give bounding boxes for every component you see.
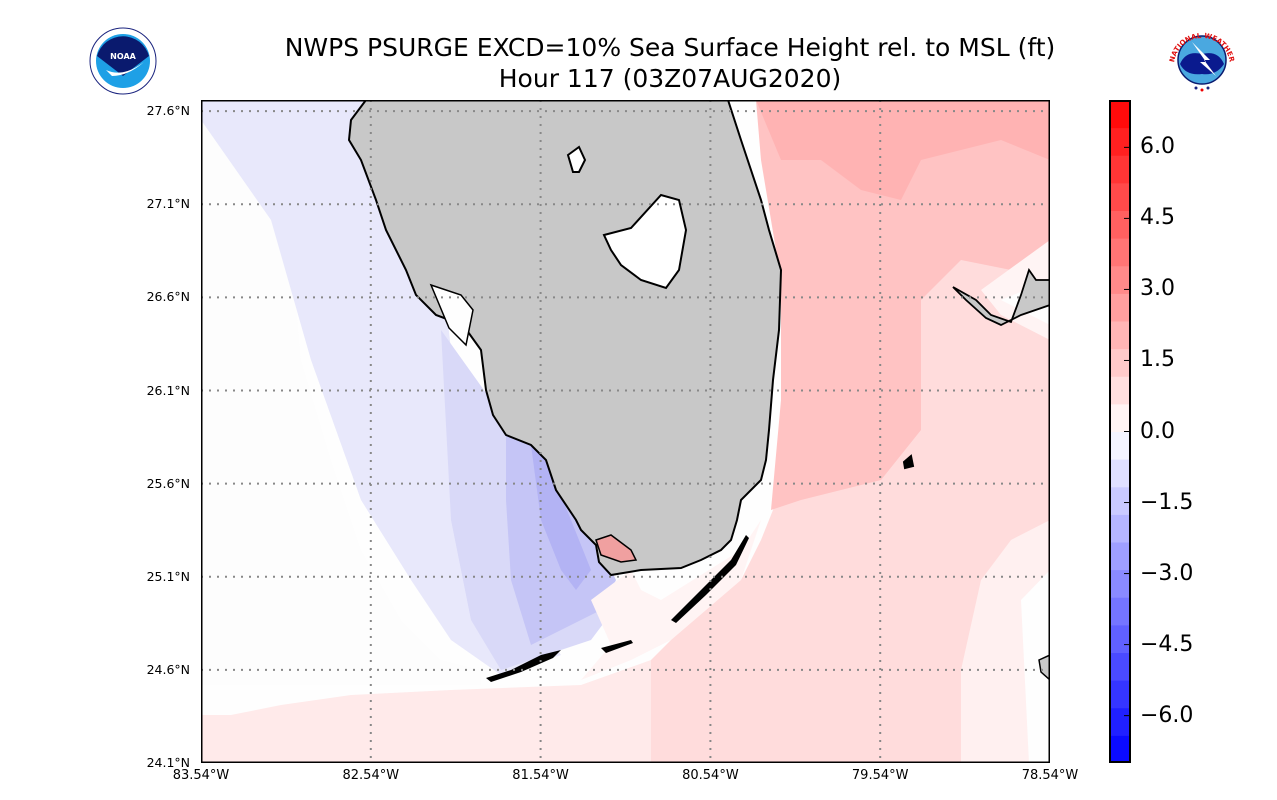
- map-title: NWPS PSURGE EXCD=10% Sea Surface Height …: [284, 33, 1056, 62]
- lat-label: 27.1°N: [146, 196, 190, 212]
- lat-label: 25.6°N: [146, 475, 190, 491]
- colorbar-bin: [1109, 376, 1131, 405]
- surge-zone-minus-2: [531, 445, 591, 590]
- colorbar: [1109, 100, 1131, 763]
- colorbar-bin: [1109, 238, 1131, 267]
- upper-keys: [671, 535, 749, 623]
- colorbar-tick-label: 4.5: [1140, 205, 1175, 231]
- surge-zone-plus-2: [756, 100, 1050, 200]
- lat-label: 26.6°N: [146, 289, 190, 305]
- colorbar-tick-label: −1.5: [1140, 489, 1194, 515]
- surge-map: [201, 100, 1050, 763]
- lat-label: 24.6°N: [146, 661, 190, 677]
- grand-bahama: [952, 267, 1050, 326]
- colorbar-tick-label: −3.0: [1140, 560, 1194, 586]
- noaa-logo: NOAA: [89, 27, 157, 95]
- lon-label: 79.54°W: [851, 768, 909, 783]
- surge-zone-keys: [581, 520, 761, 680]
- colorbar-bin: [1109, 597, 1131, 626]
- colorbar-tick-label: 6.0: [1140, 134, 1175, 160]
- lon-label: 80.54°W: [682, 768, 739, 783]
- colorbar-bin: [1109, 514, 1131, 543]
- colorbar-bin: [1109, 403, 1131, 432]
- surge-zone-zero-west: [201, 100, 481, 685]
- colorbar-tick-label: −6.0: [1140, 702, 1194, 728]
- colorbar-bin: [1109, 735, 1131, 763]
- lon-label: 82.54°W: [342, 768, 400, 783]
- colorbar-frame: [1109, 100, 1131, 763]
- noaa-logo-text: NOAA: [110, 52, 136, 61]
- lon-label: 83.54°W: [172, 768, 230, 783]
- colorbar-tick-label: 1.5: [1140, 347, 1175, 373]
- surge-zone-plus-0-5-south: [201, 660, 651, 763]
- map-frame: [201, 100, 1050, 763]
- surge-zone-east-zero: [1021, 570, 1050, 763]
- colorbar-bin: [1109, 182, 1131, 211]
- colorbar-bin: [1109, 680, 1131, 709]
- lon-label: 78.54°W: [1021, 768, 1079, 783]
- florida-bay-pocket: [595, 534, 638, 563]
- colorbar-bin: [1109, 624, 1131, 653]
- lat-label: 27.6°N: [146, 103, 190, 119]
- lake-okeechobee: [602, 193, 688, 290]
- lat-label: 24.1°N: [146, 755, 190, 770]
- charlotte-harbor: [429, 283, 474, 347]
- graticule: [201, 100, 1050, 763]
- lat-label: 25.1°N: [146, 568, 190, 584]
- andros-edge: [1038, 654, 1050, 682]
- colorbar-bin: [1109, 459, 1131, 488]
- colorbar-bin: [1109, 486, 1131, 515]
- colorbar-bin: [1109, 707, 1131, 736]
- colorbar-tick-label: 0.0: [1140, 418, 1175, 444]
- colorbar-bin: [1109, 431, 1131, 460]
- colorbar-bin: [1109, 210, 1131, 239]
- bimini: [902, 454, 915, 470]
- surge-zone-plus-1-5: [756, 100, 1050, 510]
- colorbar-bin: [1109, 652, 1131, 681]
- lon-label: 81.54°W: [512, 768, 569, 783]
- colorbar-tick-label: 3.0: [1140, 276, 1175, 302]
- colorbar-bin: [1109, 127, 1131, 156]
- middle-keys: [601, 640, 633, 653]
- colorbar-bin: [1109, 348, 1131, 377]
- nws-logo: NATIONAL WEATHER SERVICE: [1166, 24, 1236, 94]
- colorbar-bin: [1109, 569, 1131, 598]
- colorbar-bin: [1109, 155, 1131, 184]
- colorbar-bin: [1109, 265, 1131, 294]
- colorbar-bin: [1109, 293, 1131, 322]
- lake-istokpoga: [566, 145, 587, 173]
- colorbar-bin: [1109, 100, 1131, 129]
- map-subtitle: Hour 117 (03Z07AUG2020): [498, 64, 842, 93]
- colorbar-tick-label: −4.5: [1140, 631, 1194, 657]
- lower-keys: [486, 650, 561, 682]
- colorbar-bin: [1109, 542, 1131, 571]
- lat-label: 26.1°N: [146, 382, 190, 398]
- colorbar-bin: [1109, 321, 1131, 350]
